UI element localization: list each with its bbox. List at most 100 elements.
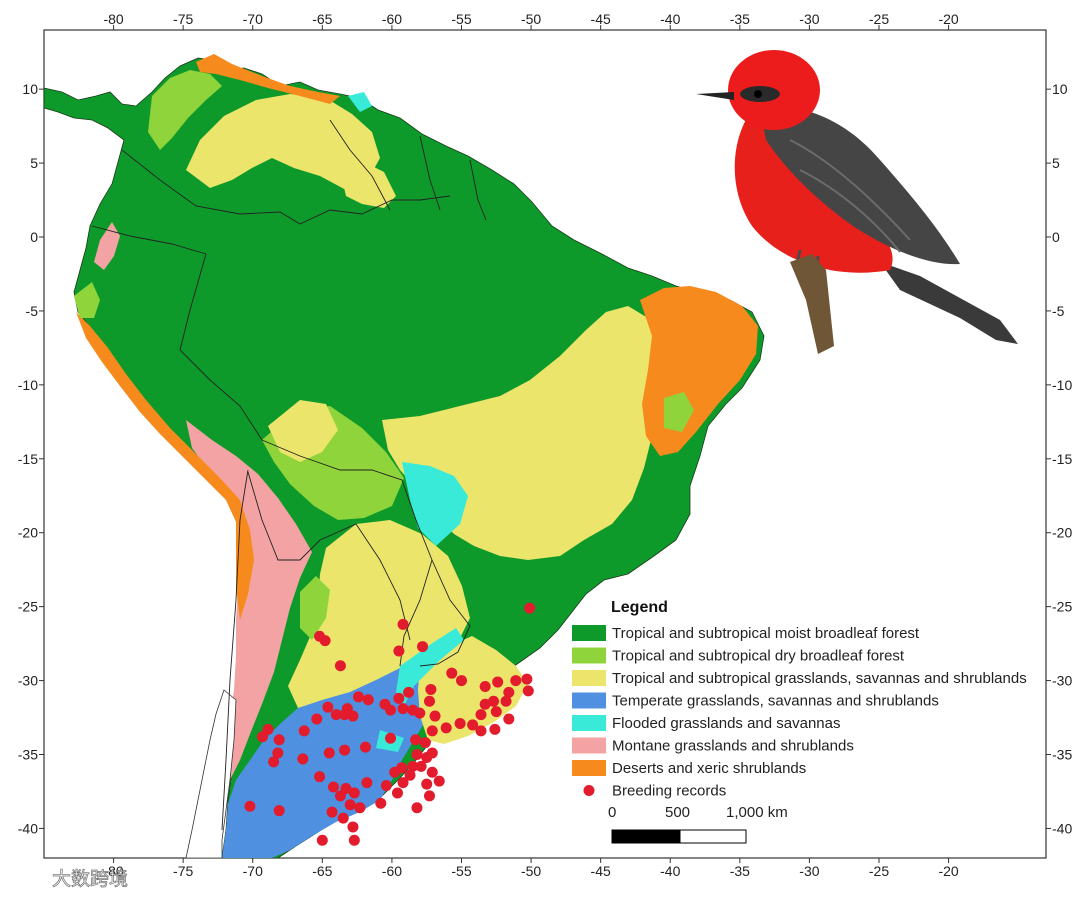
y-axis-left: 10 5 0 -5 -10 -15 -20 -25 -30 -35 -40 bbox=[18, 81, 44, 836]
breeding-record-point bbox=[423, 790, 435, 802]
breeding-record-point bbox=[354, 802, 366, 814]
breeding-record-point bbox=[380, 780, 392, 792]
breeding-record-point bbox=[397, 777, 409, 789]
breeding-record-point bbox=[319, 635, 331, 647]
breeding-record-point bbox=[503, 713, 515, 725]
border-line bbox=[261, 439, 433, 561]
y-tick-label-right: -10 bbox=[1052, 377, 1072, 393]
breeding-record-point bbox=[426, 725, 438, 737]
legend-label: Deserts and xeric shrublands bbox=[612, 760, 806, 777]
y-tick-label-left: -30 bbox=[18, 673, 38, 689]
y-tick-label-left: -40 bbox=[18, 820, 38, 836]
breeding-record-point bbox=[391, 787, 403, 799]
breeding-record-point bbox=[393, 645, 405, 657]
breeding-record-point bbox=[403, 686, 415, 698]
branch bbox=[790, 254, 834, 354]
breeding-record-point bbox=[389, 766, 401, 778]
biome-dry-forest-pacific bbox=[74, 282, 100, 318]
x-tick-label-top: -55 bbox=[451, 11, 471, 27]
legend-swatch bbox=[572, 625, 606, 641]
scale-bar: 0 500 1,000 km bbox=[608, 804, 788, 844]
y-tick-label-left: -15 bbox=[18, 451, 38, 467]
border-line bbox=[91, 225, 207, 255]
x-tick-label-bottom: -60 bbox=[382, 863, 402, 879]
x-axis-bottom: -80 -75 -70 -65 -60 -55 -50 -45 -40 -35 -30 -25 -20 bbox=[103, 858, 959, 879]
breeding-record-point bbox=[385, 732, 397, 744]
biome-flooded-pantanal bbox=[402, 462, 468, 546]
breeding-record-point bbox=[410, 734, 422, 746]
breeding-record-point bbox=[339, 744, 351, 756]
breeding-record-point bbox=[326, 806, 338, 818]
x-tick-label-bottom: -65 bbox=[312, 863, 332, 879]
biome-grassland-north-2 bbox=[340, 160, 396, 208]
breeding-record-point bbox=[426, 766, 438, 778]
breeding-record-point bbox=[475, 709, 487, 721]
scale-segment-black bbox=[611, 829, 681, 844]
breeding-record-point bbox=[489, 723, 501, 735]
legend-label: Breeding records bbox=[612, 783, 726, 800]
legend-swatch bbox=[572, 647, 606, 664]
x-tick-label-top: -60 bbox=[382, 11, 402, 27]
breeding-record-point bbox=[488, 695, 500, 707]
breeding-record-point bbox=[322, 701, 334, 713]
y-tick-label-right: -20 bbox=[1052, 525, 1072, 541]
x-tick-label-top: -40 bbox=[660, 11, 680, 27]
legend-label: Tropical and subtropical dry broadleaf f… bbox=[612, 648, 905, 665]
breeding-records bbox=[244, 602, 536, 846]
breeding-record-point bbox=[297, 753, 309, 765]
breeding-record-point bbox=[347, 710, 359, 722]
breeding-record-point bbox=[503, 686, 515, 698]
legend-label: Montane grasslands and shrublands bbox=[612, 738, 854, 755]
breeding-record-point bbox=[425, 683, 437, 695]
breeding-record-point bbox=[421, 778, 433, 790]
watermark-text: 大数跨境 bbox=[52, 868, 128, 890]
breeding-record-point bbox=[314, 771, 326, 783]
y-tick-label-left: 0 bbox=[30, 229, 38, 245]
bird-wing bbox=[760, 107, 960, 265]
biome-dry-forest-caatinga bbox=[664, 392, 694, 432]
y-tick-label-left: -5 bbox=[26, 303, 39, 319]
border-line bbox=[419, 559, 471, 667]
x-tick-label-bottom: -30 bbox=[799, 863, 819, 879]
breeding-record-point bbox=[500, 695, 512, 707]
border-line bbox=[329, 119, 391, 211]
border-line bbox=[221, 469, 249, 831]
breeding-record-point bbox=[411, 749, 423, 760]
border-line bbox=[179, 253, 263, 441]
land-white-south bbox=[185, 689, 237, 859]
breeding-record-point bbox=[316, 834, 328, 846]
x-tick-label-top: -70 bbox=[243, 11, 263, 27]
y-tick-label-left: -35 bbox=[18, 747, 38, 763]
breeding-record-point bbox=[375, 797, 387, 809]
breeding-record-point bbox=[244, 800, 256, 812]
biome-grassland-uruguay bbox=[418, 636, 528, 744]
y-tick-label-left: -25 bbox=[18, 599, 38, 615]
bird-tail bbox=[880, 262, 1018, 344]
x-tick-label-bottom: -55 bbox=[451, 863, 471, 879]
y-tick-label-right: -35 bbox=[1052, 747, 1072, 763]
biome-montane-andes bbox=[186, 420, 312, 780]
breeding-record-point bbox=[456, 675, 467, 687]
x-tick-label-top: -50 bbox=[521, 11, 541, 27]
watermark: 大数跨境 bbox=[10, 866, 128, 890]
border-line bbox=[469, 159, 487, 221]
y-tick-label-left: -20 bbox=[18, 525, 38, 541]
y-tick-label-left: 10 bbox=[22, 81, 38, 97]
breeding-record-point bbox=[327, 781, 339, 793]
legend-swatch bbox=[572, 692, 606, 709]
y-tick-label-right: -25 bbox=[1052, 599, 1072, 615]
legend-label: Flooded grasslands and savannas bbox=[612, 715, 841, 732]
biome-grassland-north bbox=[186, 94, 380, 190]
y-tick-label-left: -10 bbox=[18, 377, 38, 393]
x-tick-label-top: -35 bbox=[730, 11, 750, 27]
breeding-record-point bbox=[344, 799, 356, 811]
biome-desert-north bbox=[196, 54, 340, 104]
y-tick-label-right: -5 bbox=[1052, 303, 1065, 319]
x-tick-label-top: -25 bbox=[869, 11, 889, 27]
scale-label-1000: 1,000 km bbox=[726, 804, 788, 821]
scale-segment-white bbox=[679, 829, 747, 844]
bird-wing-detail bbox=[789, 139, 911, 253]
legend-swatch bbox=[572, 760, 606, 776]
x-tick-label-top: -45 bbox=[591, 11, 611, 27]
x-tick-label-bottom: -45 bbox=[591, 863, 611, 879]
